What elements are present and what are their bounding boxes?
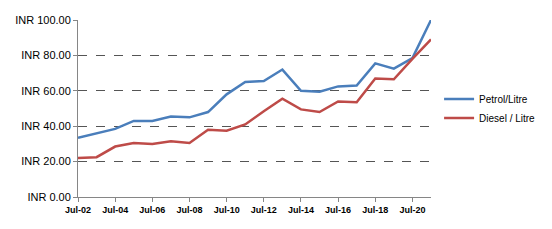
svg-text:Jul-16: Jul-16 [325, 205, 351, 215]
svg-text:Jul-14: Jul-14 [288, 205, 314, 215]
svg-text:INR 80.00: INR 80.00 [21, 49, 71, 61]
svg-text:Jul-18: Jul-18 [362, 205, 388, 215]
svg-text:Petrol/Litre: Petrol/Litre [479, 94, 528, 105]
svg-text:Jul-02: Jul-02 [65, 205, 91, 215]
svg-text:INR 40.00: INR 40.00 [21, 120, 71, 132]
svg-text:INR 60.00: INR 60.00 [21, 85, 71, 97]
svg-text:INR 20.00: INR 20.00 [21, 155, 71, 167]
svg-text:Jul-12: Jul-12 [251, 205, 277, 215]
svg-text:INR 0.00: INR 0.00 [27, 191, 70, 203]
svg-text:INR 100.00: INR 100.00 [15, 14, 71, 26]
svg-text:Jul-10: Jul-10 [214, 205, 240, 215]
svg-text:Jul-04: Jul-04 [102, 205, 128, 215]
svg-text:Jul-06: Jul-06 [139, 205, 165, 215]
svg-text:Diesel / Litre: Diesel / Litre [479, 113, 535, 124]
svg-text:Jul-20: Jul-20 [399, 205, 425, 215]
svg-text:Jul-08: Jul-08 [176, 205, 202, 215]
